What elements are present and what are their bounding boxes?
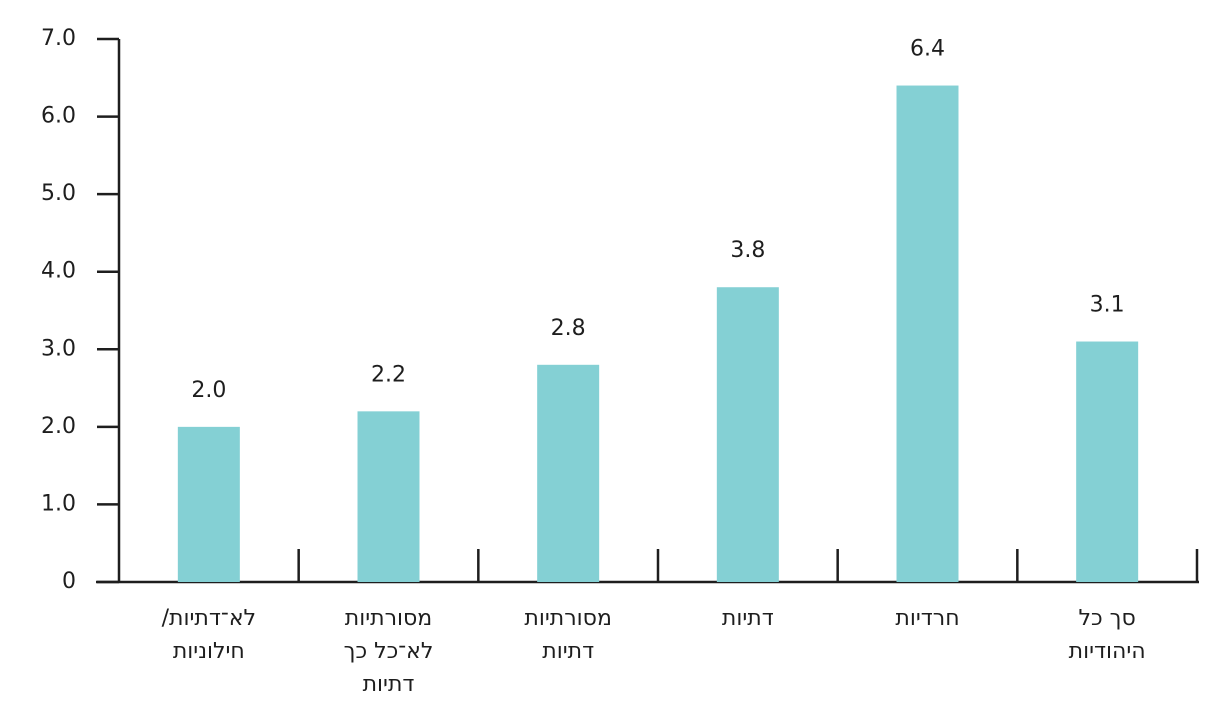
y-tick-label: 2.0 <box>41 414 76 439</box>
x-tick-label: היהודיות <box>1069 639 1146 664</box>
x-tick-label: לא־כל כך <box>344 639 434 664</box>
value-label: 3.8 <box>730 238 765 263</box>
y-tick-label: 6.0 <box>41 104 76 129</box>
y-tick-label: 1.0 <box>41 491 76 516</box>
x-tick-label: דתיות <box>542 639 594 664</box>
value-label: 6.4 <box>910 37 945 62</box>
bar <box>177 426 240 582</box>
x-tick-label: חרדיות <box>895 606 959 631</box>
bar <box>896 85 959 583</box>
y-tick-label: 5.0 <box>41 181 76 206</box>
x-tick-label: מסורתיות <box>524 606 611 631</box>
value-label: 3.1 <box>1090 293 1125 318</box>
value-label: 2.0 <box>191 378 226 403</box>
y-tick-label: 4.0 <box>41 259 76 284</box>
bar <box>1076 341 1139 582</box>
x-tick-label: לא־דתיות/ <box>162 606 256 631</box>
value-label: 2.8 <box>551 316 586 341</box>
y-tick-label: 3.0 <box>41 336 76 361</box>
x-tick-label: דתיות <box>363 672 415 697</box>
y-tick-label: 7.0 <box>41 26 76 51</box>
x-tick-label: סך כל <box>1079 606 1136 631</box>
value-label: 2.2 <box>371 362 406 387</box>
x-tick-label: מסורתיות <box>345 606 432 631</box>
y-tick-label: 0 <box>62 569 76 594</box>
bar <box>716 287 779 582</box>
x-tick-label: חילוניות <box>173 639 245 664</box>
bar <box>357 411 420 582</box>
bar <box>537 364 600 582</box>
x-tick-label: דתיות <box>722 606 774 631</box>
